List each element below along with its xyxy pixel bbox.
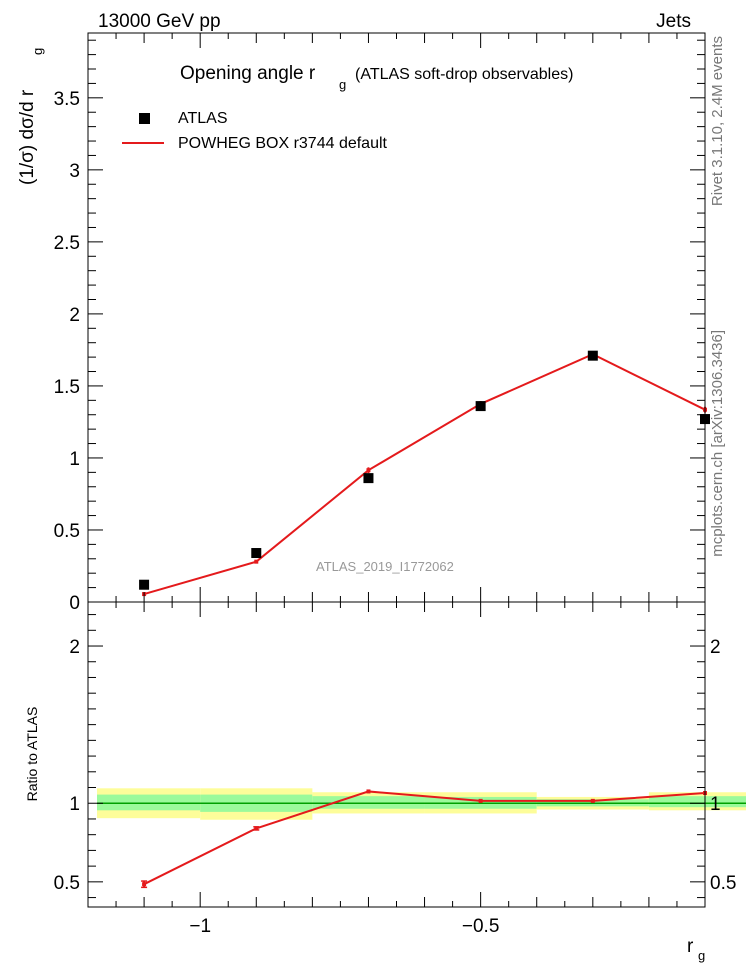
x-axis-label-text: r bbox=[687, 936, 694, 957]
ratio-band-inner bbox=[312, 796, 425, 809]
ratio-frame bbox=[87, 601, 706, 908]
atlas-point bbox=[139, 579, 150, 590]
mc-point bbox=[254, 559, 259, 564]
ratio-mc-point bbox=[254, 826, 259, 831]
ratio-ytick-label-right: 0.5 bbox=[710, 873, 736, 894]
main-ytick-label: 3.5 bbox=[54, 89, 80, 110]
atlas-point bbox=[251, 548, 262, 559]
mcplots-label: mcplots.cern.ch [arXiv:1306.3436] bbox=[709, 330, 726, 557]
ratio-band-inner bbox=[97, 794, 201, 811]
main-ytick-label-zero: 0 bbox=[69, 593, 80, 614]
main-title: Opening angle r g (ATLAS soft-drop obser… bbox=[180, 63, 573, 92]
ratio-ytick-label-left: 0.5 bbox=[54, 873, 80, 894]
main-title-suffix: (ATLAS soft-drop observables) bbox=[355, 66, 573, 83]
main-ytick-label: 3 bbox=[69, 161, 80, 182]
header-right: Jets bbox=[656, 11, 691, 32]
legend-marker-atlas bbox=[139, 113, 150, 124]
ratio-mc-point bbox=[142, 882, 147, 887]
mc-point bbox=[366, 468, 371, 473]
main-ylabel-sub: g bbox=[30, 48, 45, 55]
header-left: 13000 GeV pp bbox=[98, 11, 221, 32]
atlas-point bbox=[363, 473, 374, 484]
atlas-point bbox=[475, 401, 486, 412]
main-title-text: Opening angle r bbox=[180, 63, 316, 84]
x-axis-label: r g bbox=[687, 936, 705, 963]
main-ylabel: (1/σ) dσ/d r g bbox=[17, 48, 45, 185]
atlas-point bbox=[587, 350, 598, 361]
legend-label-mc: POWHEG BOX r3744 default bbox=[178, 135, 388, 152]
ratio-xtick-label: −1 bbox=[189, 916, 211, 937]
ratio-ytick-label-left: 2 bbox=[69, 637, 80, 658]
main-title-sub: g bbox=[339, 77, 346, 92]
ratio-mc-line bbox=[143, 790, 706, 886]
ratio-mc-point bbox=[366, 789, 371, 794]
ratio-xtick-label: −0.5 bbox=[462, 916, 500, 937]
ratio-mc-point bbox=[478, 798, 483, 803]
rivet-label: Rivet 3.1.10, 2.4M events bbox=[709, 36, 726, 206]
main-plot: 0.5 1 1.5 2 2.5 3 3.5 0 Opening angle r g (ATLA… bbox=[17, 32, 710, 614]
legend-label-atlas: ATLAS bbox=[178, 110, 228, 127]
ratio-ylabel: Ratio to ATLAS bbox=[24, 707, 40, 802]
main-ytick-label: 1.5 bbox=[54, 377, 80, 398]
main-ylabel-text: (1/σ) dσ/d r bbox=[17, 89, 38, 185]
analysis-watermark: ATLAS_2019_I1772062 bbox=[316, 559, 454, 574]
ratio-plot: 0.5 0.5 1 1 2 2 −1 −0.5 Ratio to ATLAS r g bbox=[24, 601, 746, 963]
mc-line bbox=[143, 353, 706, 596]
main-ytick-label: 2.5 bbox=[54, 233, 80, 254]
main-ytick-label: 2 bbox=[69, 305, 80, 326]
x-axis-label-sub: g bbox=[698, 948, 705, 963]
ratio-ytick-label-right: 2 bbox=[710, 637, 721, 658]
main-ytick-label: 0.5 bbox=[54, 521, 80, 542]
legend: ATLAS POWHEG BOX r3744 default bbox=[122, 110, 388, 152]
ratio-ytick-label-left: 1 bbox=[69, 794, 80, 815]
main-ytick-label: 1 bbox=[69, 449, 80, 470]
ratio-band-inner bbox=[648, 796, 746, 808]
ratio-mc-point bbox=[590, 798, 595, 803]
ratio-ytick-label-right: 1 bbox=[710, 794, 721, 815]
